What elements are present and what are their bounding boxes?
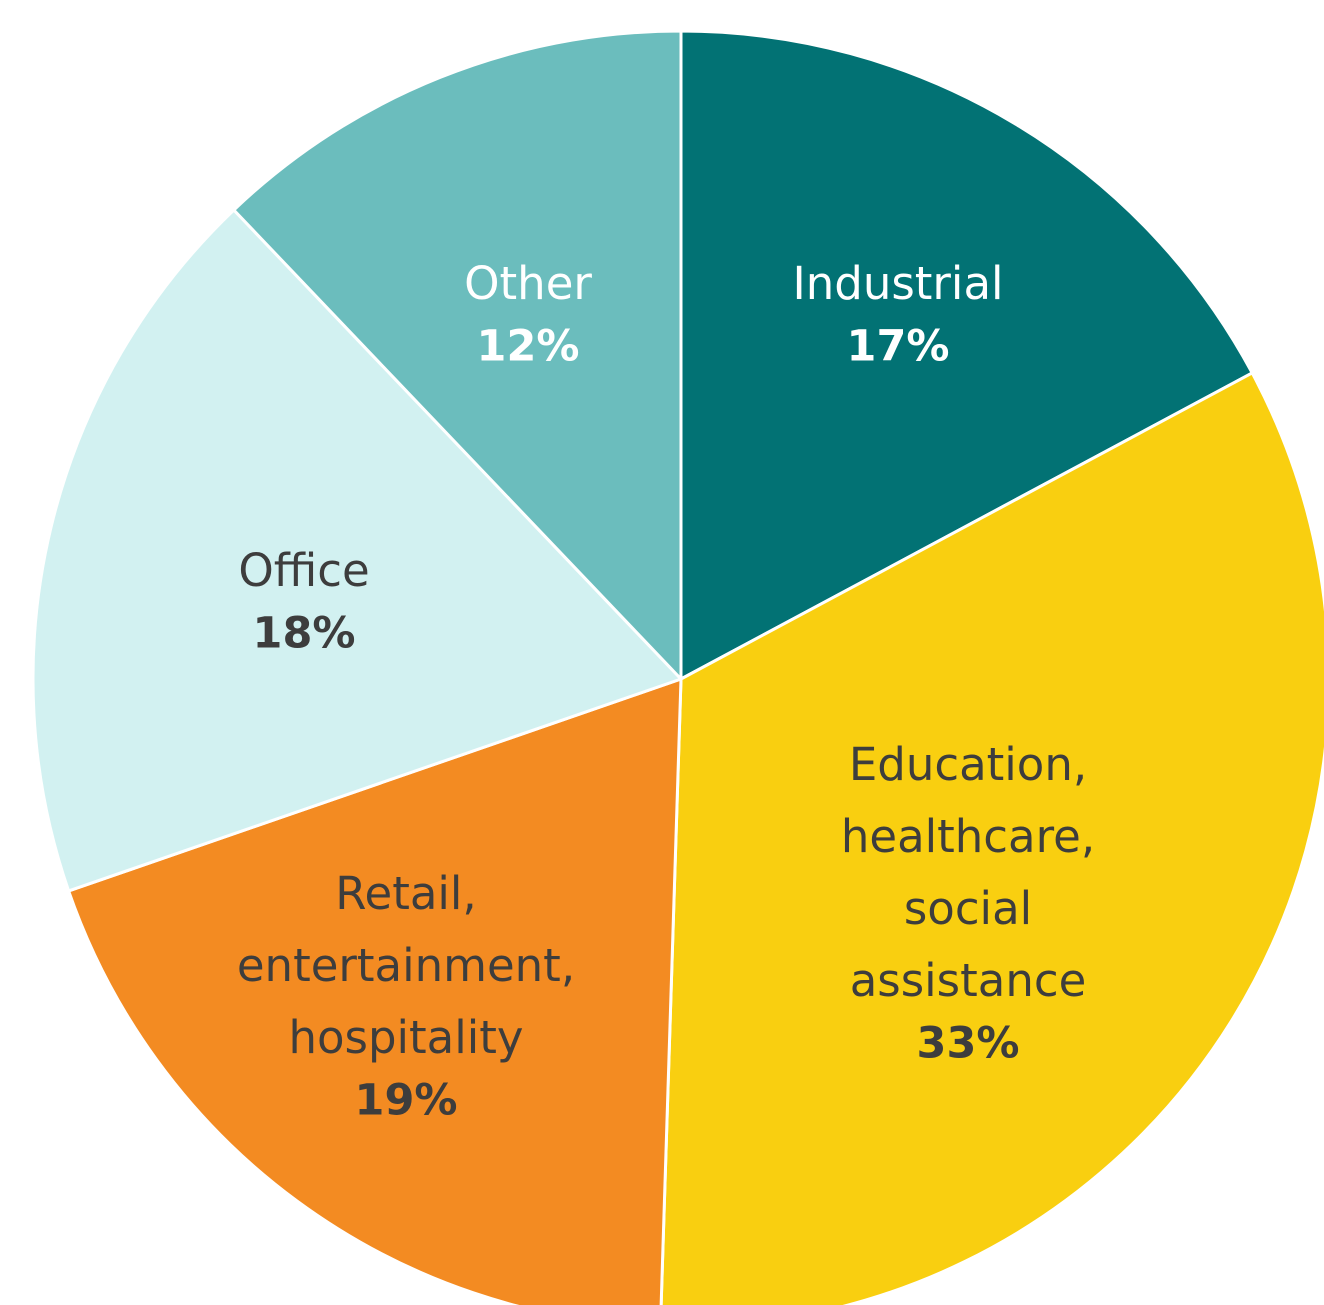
slice-value-label: 19% [355,1076,458,1126]
pie-slice-retail [67,677,683,1305]
slice-value-label: 18% [253,609,356,659]
slice-value-label: 33% [917,1019,1020,1069]
slice-name-text: Office [238,544,369,597]
slice-name-text: Industrial [792,257,1003,310]
slice-value-label: 17% [847,322,950,372]
slice-name-text: entertainment, [237,939,575,992]
slice-name-text: hospitality [288,1011,523,1064]
slice-value-label: 12% [477,322,580,372]
slice-label-retail: Retail, entertainment, hospitality 19% [237,867,575,1126]
slice-name-text: healthcare, [841,810,1095,863]
slice-name-text: Education, [849,738,1087,791]
slice-label-office: Office 18% [238,544,369,659]
pie-slice-other [232,29,683,681]
pie-slices [31,29,1324,1305]
pie-slice-industrial [679,29,1254,681]
slice-label-education: Education, healthcare, social assistance 33% [841,738,1095,1069]
slice-name-text: social [904,882,1032,935]
slice-name-text: Retail, [335,867,476,920]
slice-name-text: assistance [850,954,1087,1007]
slice-label-other: Other 12% [464,257,592,372]
slice-label-industrial: Industrial 17% [792,257,1003,372]
pie-slice-office [31,208,683,893]
pie-slice-education [659,371,1324,1305]
slice-name-text: Other [464,257,592,310]
pie-labels: Industrial 17% Education, healthcare, social… [237,257,1095,1126]
